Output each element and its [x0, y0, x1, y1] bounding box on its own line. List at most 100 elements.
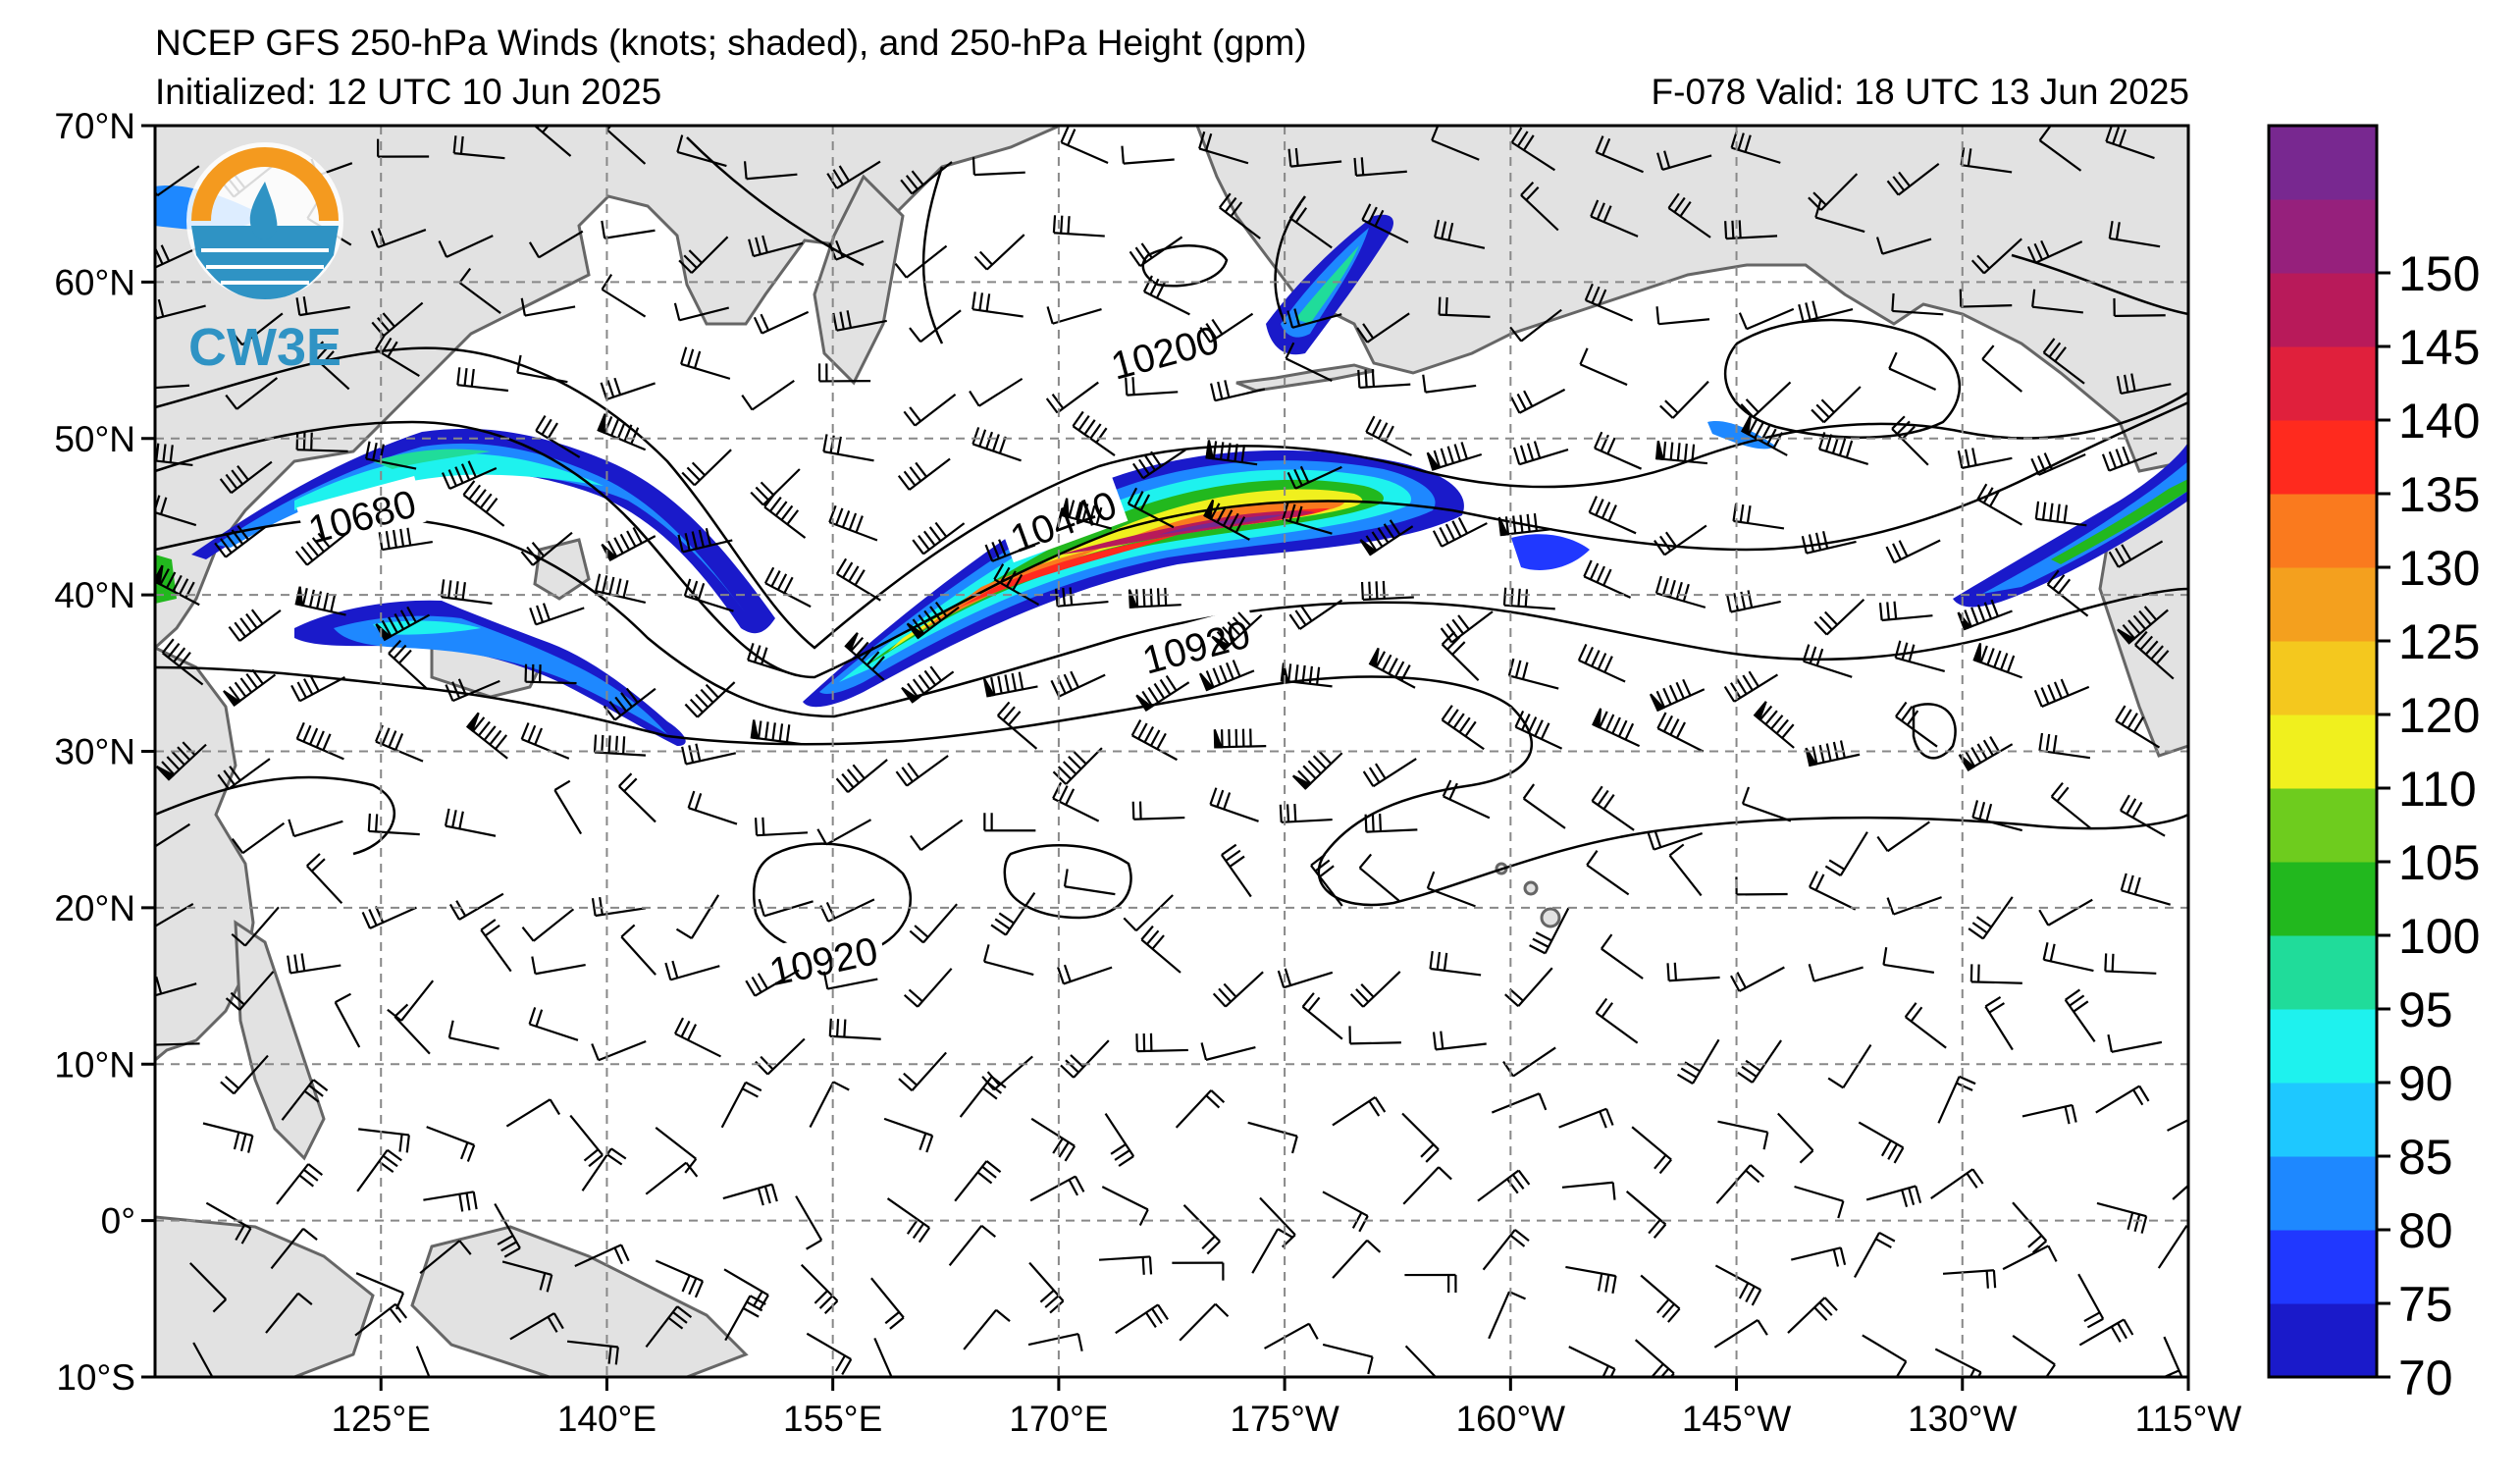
wind-barb: [1310, 853, 1343, 907]
wind-barb: [2034, 501, 2087, 527]
wind-barb: [1057, 964, 1113, 985]
wind-barb: [155, 384, 190, 390]
lon-label-8: 115°W: [2135, 1399, 2242, 1439]
lon-label-5: 160°W: [1456, 1399, 1566, 1439]
colorbar-bin-8: [2269, 715, 2377, 789]
wind-barb: [1959, 289, 2013, 308]
wind-barb: [1876, 821, 1930, 853]
wind-barb: [1895, 701, 1938, 748]
wind-barb: [1288, 599, 1343, 630]
wind-barb: [1654, 441, 1708, 465]
wind-barb: [1030, 1117, 1076, 1162]
wind-barb: [1805, 740, 1861, 768]
wind-barb: [722, 1183, 778, 1206]
wind-barb: [2108, 540, 2164, 568]
wind-barb: [1882, 946, 1935, 974]
wind-barb: [2077, 1273, 2105, 1329]
wind-barb: [155, 443, 193, 467]
wind-barb: [1504, 967, 1553, 1007]
wind-barb: [1817, 432, 1869, 465]
wind-barb: [832, 310, 887, 332]
wind-barb: [306, 853, 343, 904]
wind-barb: [1060, 126, 1109, 165]
wind-barb: [800, 1263, 839, 1314]
colorbar-label-4: 90: [2398, 1056, 2453, 1111]
wind-barb: [1520, 181, 1559, 232]
wind-barb: [1488, 1291, 1526, 1340]
wind-barb: [426, 1126, 476, 1162]
wind-barb: [456, 367, 509, 393]
wind-barb: [375, 606, 431, 642]
wind-barb: [1886, 162, 1940, 196]
wind-barb: [1060, 1039, 1110, 1079]
wind-barb: [1279, 803, 1333, 823]
colorbar-bin-5: [2269, 935, 2377, 1010]
wind-barb: [1101, 1186, 1149, 1227]
wind-barb: [1590, 199, 1639, 238]
wind-barb: [897, 457, 951, 491]
wind-barb: [520, 297, 576, 317]
wind-barb: [1809, 871, 1857, 911]
wind-barb: [795, 1195, 823, 1250]
wind-barb: [601, 220, 656, 239]
land-hawaii-maui: [1523, 880, 1539, 896]
wind-barb: [1502, 587, 1555, 610]
wind-barb: [1432, 1031, 1487, 1051]
wind-barb: [677, 527, 733, 554]
wind-barb: [910, 819, 964, 851]
wind-barb: [231, 821, 286, 855]
wind-barb: [367, 813, 420, 836]
wind-barb: [1422, 374, 1477, 394]
wind-barb: [1666, 962, 1720, 982]
wind-barb: [2117, 606, 2169, 645]
wind-barb: [394, 1003, 431, 1055]
wind-barb: [724, 1295, 766, 1342]
wind-barb: [494, 1202, 521, 1258]
wind-barb: [680, 346, 731, 380]
wind-barb: [983, 813, 1036, 832]
wind-barb: [1199, 312, 1254, 344]
jet-patch-alaska: [1707, 421, 1776, 450]
wind-barb: [1811, 386, 1862, 424]
wind-barb: [1894, 640, 1946, 673]
colorbar-label-13: 140: [2398, 394, 2480, 449]
wind-barb: [720, 1081, 762, 1129]
wind-barb: [1904, 1002, 1947, 1049]
land-indonesia: [155, 1215, 375, 1377]
wind-barb: [982, 671, 1038, 698]
wind-barb: [1791, 1246, 1847, 1267]
wind-barb: [458, 267, 501, 314]
wind-barb: [1287, 147, 1342, 168]
map-panel: 10680 10440 10200 10920 10920: [155, 126, 2188, 1377]
wind-barb: [1358, 853, 1400, 902]
wind-barb: [1429, 951, 1482, 977]
wind-barb: [581, 1147, 627, 1192]
wind-barb: [505, 1098, 561, 1128]
wind-barb: [1891, 292, 1944, 316]
wind-barb: [1438, 296, 1491, 318]
lon-label-4: 175°W: [1230, 1399, 1339, 1439]
colorbar-bin-13: [2269, 346, 2377, 421]
wind-barb: [1502, 1046, 1556, 1078]
land-new-guinea: [410, 1225, 749, 1377]
wind-barb: [1740, 381, 1792, 418]
wind-barb: [2064, 988, 2096, 1042]
wind-barb: [948, 1224, 997, 1266]
colorbar-label-6: 100: [2398, 909, 2480, 964]
wind-barb: [310, 341, 350, 391]
wind-barb: [295, 721, 344, 761]
wind-barb: [1286, 465, 1342, 490]
wind-barb: [501, 1260, 553, 1293]
wind-barb: [374, 334, 420, 377]
wind-barb: [1404, 1273, 1457, 1294]
wind-barb: [1221, 843, 1252, 898]
wind-barb: [2046, 569, 2089, 617]
wind-barb: [1212, 971, 1264, 1008]
wind-barb: [1401, 1112, 1440, 1163]
colorbar-bin-7: [2269, 788, 2377, 863]
wind-barb: [452, 135, 505, 160]
wind-barb: [387, 980, 435, 1022]
wind-barb: [754, 817, 809, 837]
wind-barb: [2078, 1318, 2134, 1347]
wind-barb: [1957, 599, 2013, 631]
